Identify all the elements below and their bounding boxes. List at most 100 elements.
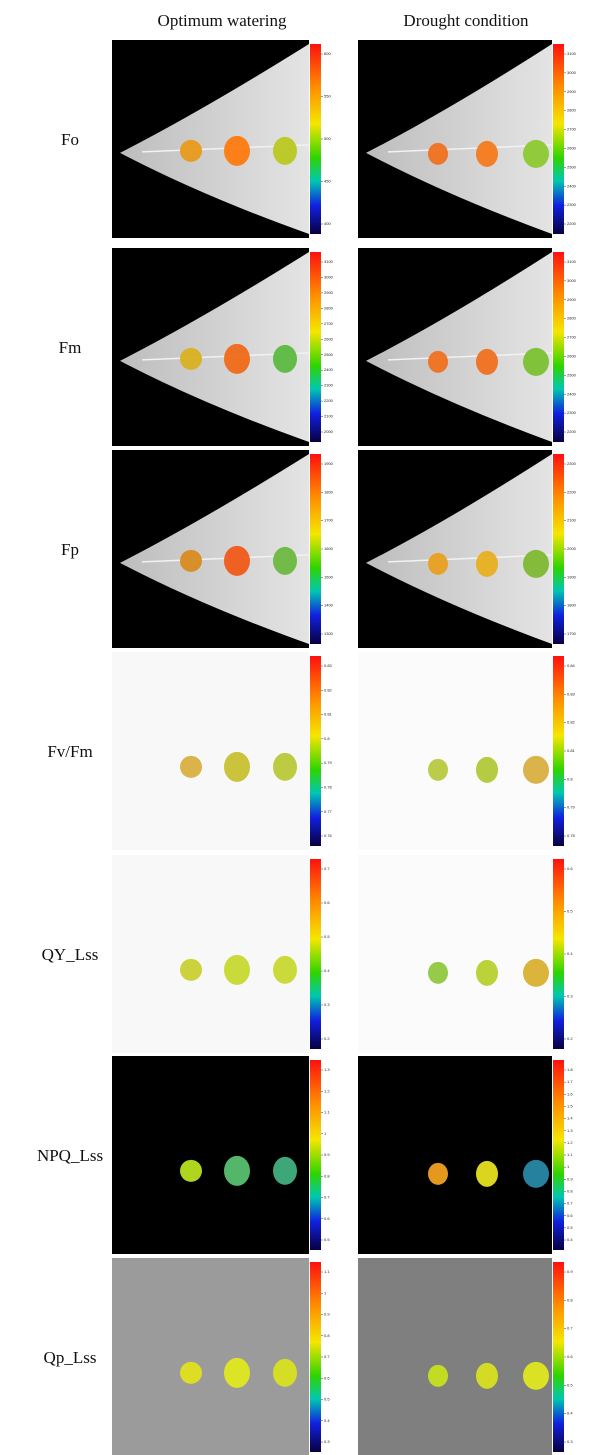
- measurement-spot: [476, 757, 498, 783]
- measurement-spot: [428, 962, 448, 984]
- measurement-spot: [224, 546, 250, 576]
- colorbar-tick-label: 3100: [324, 259, 334, 264]
- colorbar-tick-label: 1300: [324, 631, 334, 636]
- colorbar-tick-label: 0.5: [324, 1237, 330, 1242]
- image-panel: 1.110.90.80.70.60.50.40.3: [112, 1258, 334, 1455]
- measurement-spot: [180, 756, 202, 778]
- measurement-spot: [273, 956, 297, 984]
- colorbar-tick-label: 1400: [324, 603, 334, 608]
- colorbar-tick-label: 2600: [567, 146, 577, 151]
- colorbar-tick-label: 2800: [567, 316, 577, 321]
- colorbar-tick-label: 0.8: [567, 1188, 573, 1193]
- colorbar-tick-label: 0.79: [324, 760, 333, 765]
- colorbar-tick-label: 0.5: [567, 1225, 573, 1230]
- colorbar: [310, 859, 321, 1049]
- image-panel: 600550500450400: [112, 40, 334, 238]
- measurement-spot: [476, 349, 498, 375]
- colorbar-tick-label: 0.8: [567, 776, 573, 781]
- image-panel: 3100300029002800270026002500240023002200: [358, 40, 577, 238]
- measurement-spot: [273, 1157, 297, 1185]
- colorbar-tick-label: 0.84: [567, 663, 576, 668]
- colorbar-tick-label: 0.77: [324, 809, 333, 814]
- measurement-spot: [476, 960, 498, 986]
- image-background: [358, 1258, 552, 1455]
- row-label: Fm: [59, 338, 82, 357]
- colorbar-tick-label: 0.78: [324, 784, 333, 789]
- colorbar-tick-label: 0.7: [324, 1195, 330, 1200]
- measurement-spot: [428, 1365, 448, 1387]
- colorbar-tick-label: 0.8: [324, 1333, 330, 1338]
- colorbar-tick-label: 2100: [567, 518, 577, 523]
- colorbar-tick-label: 0.3: [567, 1439, 573, 1444]
- measurement-spot: [273, 753, 297, 781]
- measurement-spot: [273, 1359, 297, 1387]
- colorbar-tick-label: 1800: [567, 603, 577, 608]
- colorbar-tick-label: 2300: [567, 461, 577, 466]
- colorbar: [310, 656, 321, 846]
- measurement-spot: [523, 348, 549, 376]
- measurement-spot: [428, 553, 448, 575]
- colorbar-tick-label: 2400: [567, 183, 577, 188]
- colorbar-tick-label: 2800: [567, 108, 577, 113]
- image-background: [112, 652, 309, 850]
- measurement-spot: [476, 141, 498, 167]
- image-panel: 1.81.71.61.51.41.31.21.110.90.80.70.60.5…: [358, 1056, 577, 1254]
- colorbar-tick-label: 2500: [324, 352, 334, 357]
- colorbar: [310, 1060, 321, 1250]
- colorbar-tick-label: 2800: [324, 305, 334, 310]
- colorbar-tick-label: 0.8: [324, 1173, 330, 1178]
- colorbar: [553, 656, 564, 846]
- row-label: Fp: [61, 540, 79, 559]
- colorbar-tick-label: 3100: [567, 259, 577, 264]
- colorbar-tick-label: 0.79: [567, 805, 576, 810]
- image-panel: 0.90.80.70.60.50.40.3: [358, 1258, 577, 1455]
- colorbar-tick-label: 0.81: [567, 748, 576, 753]
- measurement-spot: [476, 1161, 498, 1187]
- colorbar-tick-label: 2200: [567, 489, 577, 494]
- colorbar-tick-label: 0.9: [324, 1312, 330, 1317]
- colorbar-tick-label: 2700: [567, 335, 577, 340]
- colorbar: [310, 454, 321, 644]
- colorbar-tick-label: 1.2: [567, 1140, 573, 1145]
- measurement-spot: [523, 550, 549, 578]
- colorbar-tick-label: 0.4: [567, 1237, 573, 1242]
- colorbar-tick-label: 2700: [324, 321, 334, 326]
- measurement-spot: [180, 348, 202, 370]
- colorbar-tick-label: 0.7: [324, 866, 330, 871]
- colorbar-tick-label: 2700: [567, 127, 577, 132]
- colorbar: [310, 252, 321, 442]
- image-panel: 3100300029002800270026002500240023002200: [358, 248, 577, 446]
- colorbar-tick-label: 3000: [324, 275, 334, 280]
- colorbar-tick-label: 2200: [567, 221, 577, 226]
- measurement-spot: [180, 1362, 202, 1384]
- measurement-spot: [180, 1160, 202, 1182]
- colorbar-tick-label: 0.5: [324, 1397, 330, 1402]
- colorbar: [553, 44, 564, 234]
- colorbar-tick-label: 0.6: [324, 1375, 330, 1380]
- measurement-spot: [180, 140, 202, 162]
- colorbar-tick-label: 0.4: [324, 1418, 330, 1423]
- colorbar-tick-label: 2200: [324, 398, 334, 403]
- measurement-spot: [180, 550, 202, 572]
- measurement-spot: [224, 136, 250, 166]
- colorbar-tick-label: 3100: [567, 51, 577, 56]
- measurement-spot: [224, 344, 250, 374]
- colorbar: [553, 1262, 564, 1452]
- row-label: QY_Lss: [42, 945, 99, 964]
- colorbar-tick-label: 2100: [324, 414, 334, 419]
- measurement-spot: [523, 1362, 549, 1390]
- colorbar-tick-label: 2500: [567, 372, 577, 377]
- colorbar-tick-label: 0.6: [324, 1216, 330, 1221]
- colorbar-tick-label: 0.4: [324, 968, 330, 973]
- image-panel: 0.60.50.40.30.2: [358, 855, 577, 1053]
- colorbar-tick-label: 0.6: [324, 900, 330, 905]
- measurement-spot: [224, 1358, 250, 1388]
- colorbar-tick-label: 0.3: [567, 994, 573, 999]
- colorbar-tick-label: 0.78: [567, 833, 576, 838]
- image-background: [358, 652, 552, 850]
- row-label: Fv/Fm: [47, 742, 92, 761]
- measurement-spot: [428, 1163, 448, 1185]
- colorbar-tick-label: 0.82: [567, 720, 576, 725]
